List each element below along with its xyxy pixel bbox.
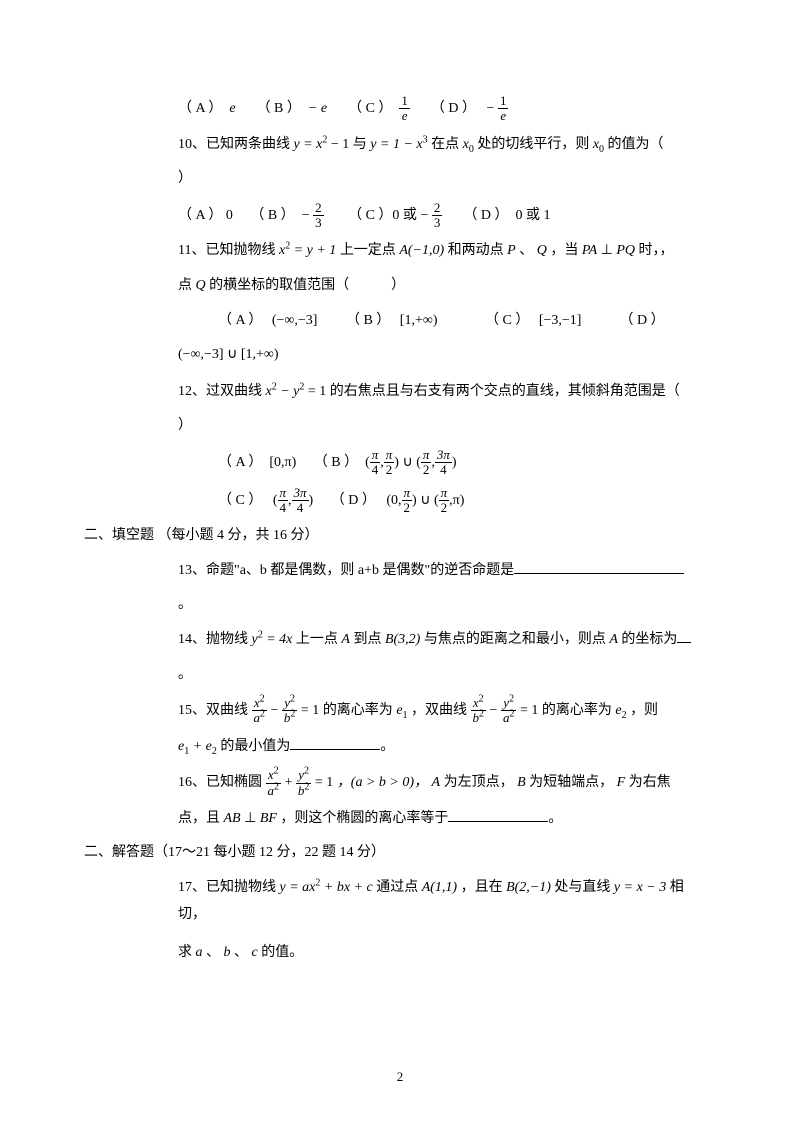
- q14-end: 。: [178, 662, 710, 689]
- q13: 13、命题"a、b 都是偶数，则 a+b 是偶数"的逆否命题是: [178, 558, 710, 585]
- q10-close: ）: [178, 166, 710, 193]
- q14-blank: [677, 628, 691, 643]
- q11-line2: 点 Q 的横坐标的取值范围（ ）: [178, 273, 710, 300]
- opt-b-label: （ B ）: [257, 101, 301, 116]
- opt-d-label: （ D ）: [431, 101, 476, 116]
- opt-a-val: e: [229, 101, 235, 116]
- opt-c-frac: 1e: [399, 94, 410, 124]
- opt-a-label: （ A ）: [178, 101, 222, 116]
- q13-blank: [514, 559, 684, 574]
- q10-stem: 10、已知两条曲线 y = x2 − 1 与 y = 1 − x3 在点 x0 …: [178, 132, 710, 159]
- q14: 14、抛物线 y2 = 4x 上一点 A 到点 B(3,2) 与焦点的距离之和最…: [178, 627, 710, 654]
- opt-c-label: （ C ）: [348, 101, 392, 116]
- q11-options-row1: （ A ） (−∞,−3] （ B ） [1,+∞) （ C ） [−3,−1]…: [218, 308, 710, 335]
- q10-options: （ A ） 0 （ B ） − 23 （ C ）0 或 − 23 （ D ） 0…: [178, 201, 710, 231]
- q11-stem: 11、已知抛物线 x2 = y + 1 上一定点 A(−1,0) 和两动点 P …: [178, 238, 710, 265]
- q13-end: 。: [178, 592, 710, 619]
- q12-close: ）: [178, 413, 710, 440]
- opt-d-frac: 1e: [498, 94, 509, 124]
- section-solve-title: 二、解答题（17～21 每小题 12 分，22 题 14 分）: [84, 840, 710, 867]
- q15: 15、双曲线 x2a2 − y2b2 = 1 的离心率为 e1 ，双曲线 x2b…: [178, 696, 710, 726]
- q15-blank: [290, 735, 380, 750]
- q12-options-row2: （ C ） (π4,3π4) （ D ） (0,π2) ∪ (π2,π): [218, 486, 710, 516]
- q15-line2: e1 + e2 的最小值为。: [178, 734, 710, 761]
- opt-b-val: − e: [308, 101, 327, 116]
- q12-stem: 12、过双曲线 x2 − y2 = 1 的右焦点且与右支有两个交点的直线，其倾斜…: [178, 379, 710, 406]
- q9-options: （ A ） e （ B ） − e （ C ） 1e （ D ） − 1e: [178, 94, 710, 124]
- q17-line2: 求 a 、 b 、 c 的值。: [178, 940, 710, 967]
- q16-line2: 点，且 AB ⊥ BF ，则这个椭圆的离心率等于。: [178, 806, 710, 833]
- q12-options-row1: （ A ） [0,π) （ B ） (π4,π2) ∪ (π2,3π4): [218, 448, 710, 478]
- page-number: 2: [0, 1065, 800, 1090]
- q17: 17、已知抛物线 y = ax2 + bx + c 通过点 A(1,1) ，且在…: [178, 875, 710, 928]
- section-fill-title: 二、填空题 （每小题 4 分，共 16 分）: [84, 523, 710, 550]
- q11-opt-d-val: (−∞,−3] ∪ [1,+∞): [178, 342, 710, 369]
- q16-blank: [448, 807, 548, 822]
- opt-d-neg: −: [487, 101, 495, 116]
- q16: 16、已知椭圆 x2a2 + y2b2 = 1 ，(a > b > 0)， A …: [178, 768, 710, 798]
